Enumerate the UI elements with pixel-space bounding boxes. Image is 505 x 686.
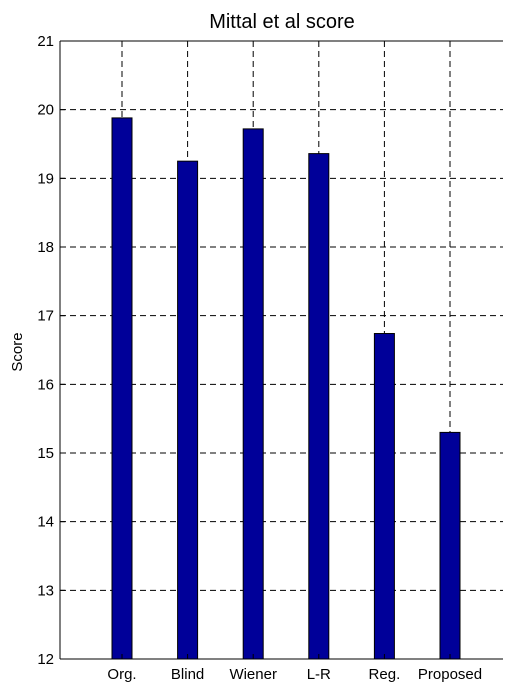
bars [111,117,461,660]
x-tick-label: L-R [307,666,331,683]
bar-org [111,117,133,660]
y-tick-label: 20 [37,102,54,119]
y-tick-label: 16 [37,376,54,393]
y-tick-label: 19 [37,170,54,187]
y-tick-label: 13 [37,582,54,599]
y-tick-label: 12 [37,651,54,668]
x-tick-label: Proposed [418,666,482,683]
bar-wiener [242,128,264,660]
x-tick-label: Wiener [229,666,277,683]
bar-reg [373,333,395,660]
y-tick-label: 18 [37,239,54,256]
y-tick-label: 17 [37,308,54,325]
axes [59,40,503,660]
y-tick-label: 14 [37,514,54,531]
tick-labels: 12 13 14 15 16 17 18 19 20 21 Org. Blind Wiener L-R Re… [37,33,482,683]
y-tick-label: 15 [37,445,54,462]
bar-l-r [308,153,330,660]
x-tick-label: Blind [171,666,204,683]
bar-blind [177,160,199,660]
bar-proposed [439,431,461,660]
x-tick-label: Org. [107,666,136,683]
chart-title: Mittal et al score [209,11,355,33]
y-tick-label: 21 [37,33,54,50]
y-axis-label: Score [9,332,26,371]
x-tick-label: Reg. [369,666,401,683]
